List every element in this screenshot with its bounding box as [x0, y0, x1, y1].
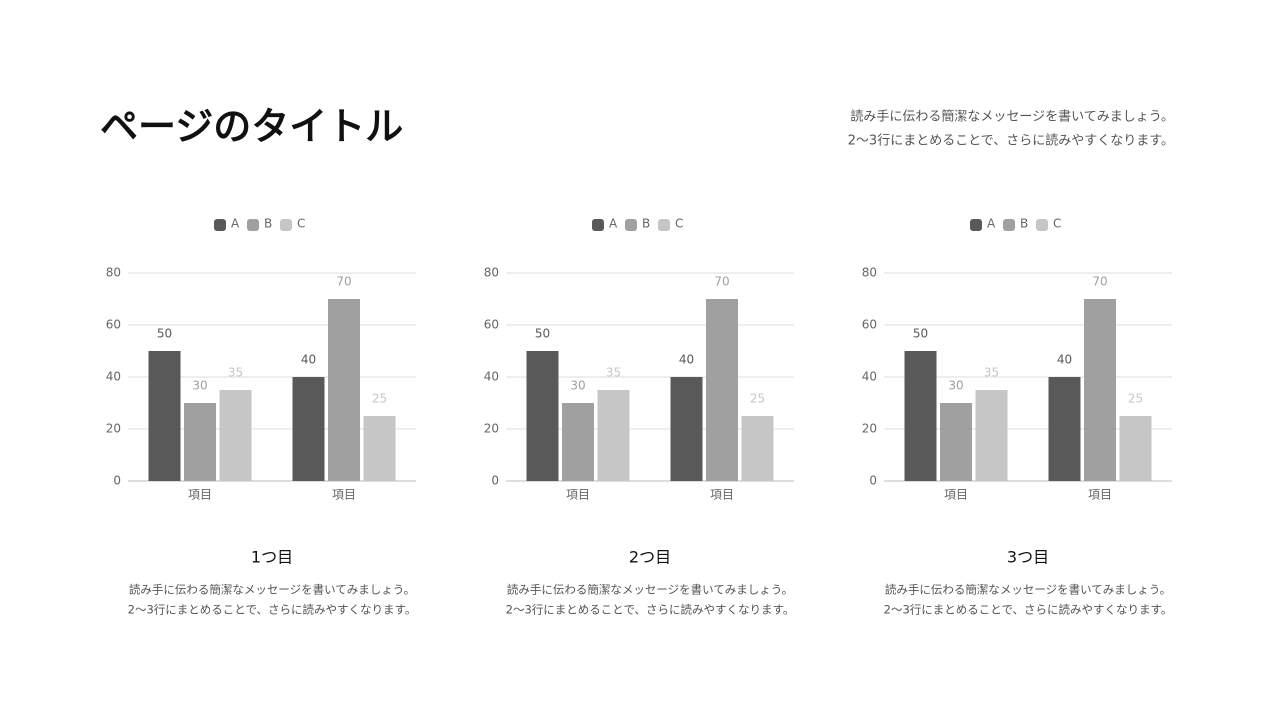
x-tick-label: 項目	[332, 488, 356, 502]
y-tick-label: 60	[106, 318, 121, 332]
bar	[1048, 377, 1081, 481]
chart-description: 読み手に伝わる簡潔なメッセージを書いてみましょう。	[885, 583, 1171, 597]
legend-swatch	[214, 219, 226, 231]
x-tick-label: 項目	[944, 488, 968, 502]
legend-swatch	[970, 219, 982, 231]
bar	[184, 403, 216, 481]
value-label: 30	[192, 379, 207, 393]
y-tick-label: 80	[484, 266, 499, 280]
page-description: 2〜3行にまとめることで、さらに読みやすくなります。	[848, 133, 1174, 149]
legend-swatch	[1036, 219, 1048, 231]
value-label: 40	[679, 353, 694, 367]
y-tick-label: 20	[106, 422, 121, 436]
value-label: 70	[1092, 275, 1107, 289]
chart-description: 2〜3行にまとめることで、さらに読みやすくなります。	[884, 603, 1173, 617]
bar	[526, 351, 559, 481]
chart-title: 3つ目	[1007, 548, 1049, 567]
legend-label: C	[1053, 217, 1061, 231]
y-tick-label: 20	[484, 422, 499, 436]
bar	[363, 416, 396, 481]
legend-label: B	[1020, 217, 1028, 231]
bar	[328, 299, 360, 481]
y-tick-label: 60	[484, 318, 499, 332]
y-tick-label: 40	[484, 370, 499, 384]
value-label: 35	[984, 366, 999, 380]
bar	[904, 351, 937, 481]
y-tick-label: 20	[862, 422, 877, 436]
value-label: 40	[1057, 353, 1072, 367]
value-label: 50	[157, 327, 172, 341]
bar	[148, 351, 181, 481]
chart-description: 読み手に伝わる簡潔なメッセージを書いてみましょう。	[507, 583, 793, 597]
x-tick-label: 項目	[710, 488, 734, 502]
y-tick-label: 80	[106, 266, 121, 280]
bar	[292, 377, 325, 481]
chart-description: 2〜3行にまとめることで、さらに読みやすくなります。	[506, 603, 795, 617]
y-tick-label: 0	[869, 474, 877, 488]
value-label: 70	[714, 275, 729, 289]
legend-label: A	[231, 217, 240, 231]
y-tick-label: 80	[862, 266, 877, 280]
legend-swatch	[280, 219, 292, 231]
bar	[670, 377, 703, 481]
legend-swatch	[247, 219, 259, 231]
bar	[562, 403, 594, 481]
value-label: 25	[750, 392, 765, 406]
x-tick-label: 項目	[566, 488, 590, 502]
legend-label: B	[642, 217, 650, 231]
x-tick-label: 項目	[1088, 488, 1112, 502]
legend-swatch	[592, 219, 604, 231]
bar	[219, 390, 252, 481]
value-label: 30	[948, 379, 963, 393]
legend-label: B	[264, 217, 272, 231]
chart-description: 2〜3行にまとめることで、さらに読みやすくなります。	[128, 603, 417, 617]
value-label: 35	[606, 366, 621, 380]
legend-swatch	[625, 219, 637, 231]
y-tick-label: 0	[113, 474, 121, 488]
bar	[1119, 416, 1152, 481]
chart-title: 1つ目	[251, 548, 293, 567]
page-description: 読み手に伝わる簡潔なメッセージを書いてみましょう。	[850, 109, 1174, 125]
y-tick-label: 60	[862, 318, 877, 332]
value-label: 35	[228, 366, 243, 380]
legend-swatch	[658, 219, 670, 231]
legend-label: A	[987, 217, 996, 231]
value-label: 25	[1128, 392, 1143, 406]
value-label: 25	[372, 392, 387, 406]
value-label: 50	[535, 327, 550, 341]
bar	[741, 416, 774, 481]
legend-label: C	[297, 217, 305, 231]
y-tick-label: 40	[106, 370, 121, 384]
bar	[1084, 299, 1116, 481]
legend-label: C	[675, 217, 683, 231]
value-label: 40	[301, 353, 316, 367]
value-label: 50	[913, 327, 928, 341]
bar	[975, 390, 1008, 481]
y-tick-label: 0	[491, 474, 499, 488]
value-label: 70	[336, 275, 351, 289]
y-tick-label: 40	[862, 370, 877, 384]
x-tick-label: 項目	[188, 488, 212, 502]
chart-description: 読み手に伝わる簡潔なメッセージを書いてみましょう。	[129, 583, 415, 597]
legend-label: A	[609, 217, 618, 231]
bar	[940, 403, 972, 481]
chart-title: 2つ目	[629, 548, 671, 567]
value-label: 30	[570, 379, 585, 393]
bar	[597, 390, 630, 481]
bar	[706, 299, 738, 481]
legend-swatch	[1003, 219, 1015, 231]
page-title: ページのタイトル	[100, 105, 403, 149]
